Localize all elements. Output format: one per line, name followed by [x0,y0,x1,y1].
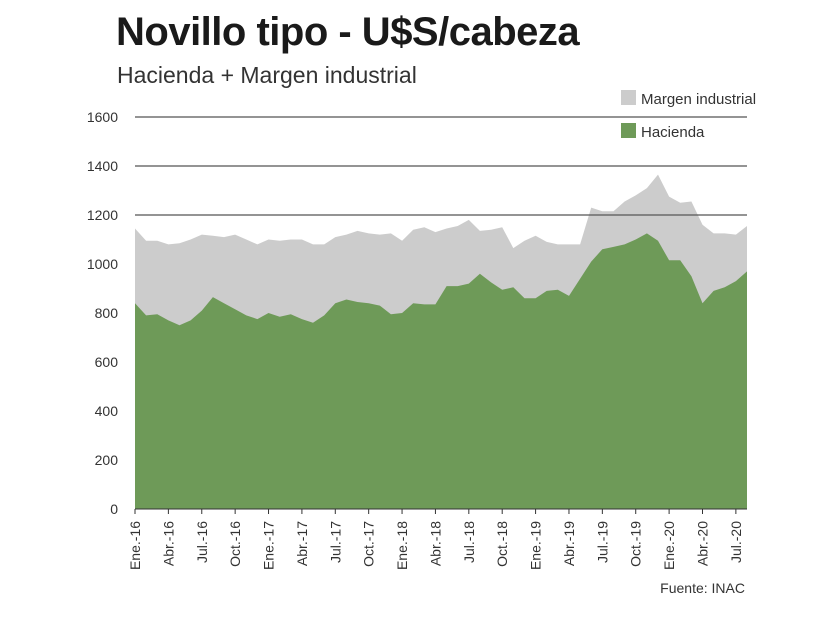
y-tick-label: 1200 [87,207,118,223]
x-tick-label: Abr.-19 [561,521,577,566]
x-tick-label: Abr.-16 [160,521,176,566]
x-tick-label: Jul.-17 [327,521,343,563]
x-tick-label: Oct.-18 [494,521,510,567]
x-tick-label: Ene.-16 [127,521,143,570]
y-tick-label: 800 [95,305,119,321]
legend-label-hacienda: Hacienda [641,124,705,141]
chart-subtitle: Hacienda + Margen industrial [117,62,417,88]
x-tick-label: Ene.-18 [394,521,410,570]
y-tick-label: 1600 [87,109,118,125]
y-tick-label: 1000 [87,256,118,272]
chart-legend: Margen industrial Hacienda [621,90,756,141]
y-axis: 0 200 400 600 800 1000 1200 1400 1600 [87,109,118,517]
x-tick-label: Jul.-19 [594,521,610,563]
y-tick-label: 200 [95,452,119,468]
y-tick-label: 1400 [87,158,118,174]
x-tick-label: Oct.-19 [628,521,644,567]
legend-swatch-hacienda [621,123,636,138]
legend-label-margen-industrial: Margen industrial [641,91,756,108]
x-tick-label: Abr.-18 [427,521,443,566]
x-tick-label: Oct.-17 [361,521,377,567]
chart-gridlines [135,116,747,216]
x-tick-label: Oct.-16 [227,521,243,567]
chart-title: Novillo tipo - U$S/cabeza [116,10,580,54]
y-tick-label: 0 [110,501,118,517]
x-tick-label: Ene.-17 [261,521,277,570]
y-tick-label: 400 [95,403,119,419]
x-axis: Ene.-16 Abr.-16 Jul.-16 Oct.-16 Ene.-17 Abr.-… [127,508,747,570]
source-note: Fuente: INAC [660,580,745,596]
y-tick-label: 600 [95,354,119,370]
x-tick-label: Jul.-16 [194,521,210,563]
chart-areas [135,174,747,509]
x-tick-label: Abr.-20 [694,521,710,566]
area-hacienda [135,233,747,509]
x-tick-label: Ene.-19 [528,521,544,570]
x-tick-label: Jul.-20 [728,521,744,563]
legend-swatch-margen-industrial [621,90,636,105]
x-tick-label: Ene.-20 [661,521,677,570]
x-tick-label: Abr.-17 [294,521,310,566]
x-tick-label: Jul.-18 [461,521,477,563]
